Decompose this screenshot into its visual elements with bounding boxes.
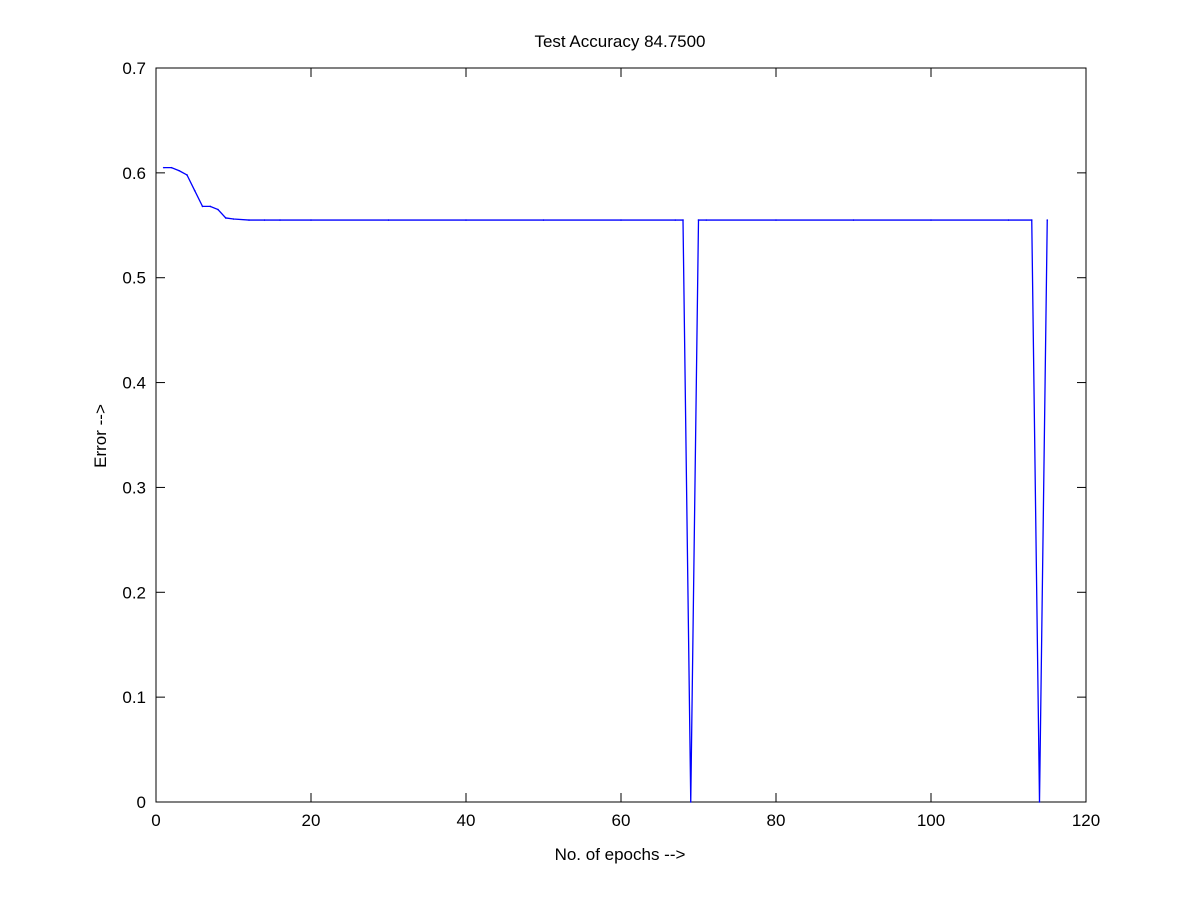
plot-area-frame — [155, 67, 1087, 803]
data-point — [682, 219, 684, 221]
y-tick-label: 0.3 — [122, 478, 146, 497]
error-series-points — [162, 166, 1049, 803]
data-point — [689, 801, 692, 803]
x-tick-label: 0 — [151, 811, 160, 830]
data-point — [387, 219, 390, 221]
y-tick-label: 0.5 — [122, 269, 146, 288]
data-point — [1030, 219, 1033, 221]
data-point — [1046, 219, 1049, 221]
data-point — [542, 219, 545, 221]
data-point — [232, 218, 235, 220]
data-point — [248, 219, 250, 221]
data-point — [186, 174, 188, 176]
x-axis-label: No. of epochs --> — [555, 845, 686, 864]
x-tick-label: 100 — [917, 811, 945, 830]
x-tick-label: 60 — [612, 811, 631, 830]
x-tick-label: 20 — [302, 811, 321, 830]
y-tick-label: 0.1 — [122, 688, 146, 707]
data-point — [852, 219, 855, 221]
x-tick-label: 120 — [1072, 811, 1100, 830]
data-point — [170, 166, 173, 169]
data-point — [310, 219, 312, 221]
data-point — [279, 219, 281, 221]
data-point — [705, 219, 708, 221]
data-point — [224, 217, 227, 219]
data-point — [162, 166, 165, 169]
y-tick-label: 0 — [137, 793, 146, 812]
data-point — [1007, 219, 1010, 221]
data-point — [930, 219, 932, 221]
y-axis-label: Error --> — [91, 404, 110, 468]
chart-title: Test Accuracy 84.7500 — [534, 32, 705, 51]
x-tick-label: 40 — [457, 811, 476, 830]
data-point — [217, 208, 219, 211]
axis-ticks — [155, 67, 1087, 803]
y-axis-tick-labels: 0 0.1 0.2 0.3 0.4 0.5 0.6 0.7 — [122, 59, 146, 812]
x-tick-label: 80 — [767, 811, 786, 830]
data-point — [1038, 801, 1041, 803]
data-point — [775, 219, 777, 221]
data-point — [193, 189, 196, 192]
data-point — [201, 205, 204, 208]
data-point — [620, 219, 622, 221]
y-tick-label: 0.2 — [122, 583, 146, 602]
data-point — [697, 219, 700, 221]
y-tick-label: 0.4 — [122, 374, 146, 393]
y-tick-label: 0.7 — [122, 59, 146, 78]
data-point — [178, 169, 181, 172]
data-point — [263, 219, 266, 221]
x-axis-tick-labels: 0 20 40 60 80 100 120 — [151, 811, 1100, 830]
error-series-line — [163, 166, 1048, 803]
data-point — [209, 205, 212, 208]
data-point — [465, 219, 467, 221]
data-point — [674, 219, 677, 221]
y-tick-label: 0.6 — [122, 164, 146, 183]
